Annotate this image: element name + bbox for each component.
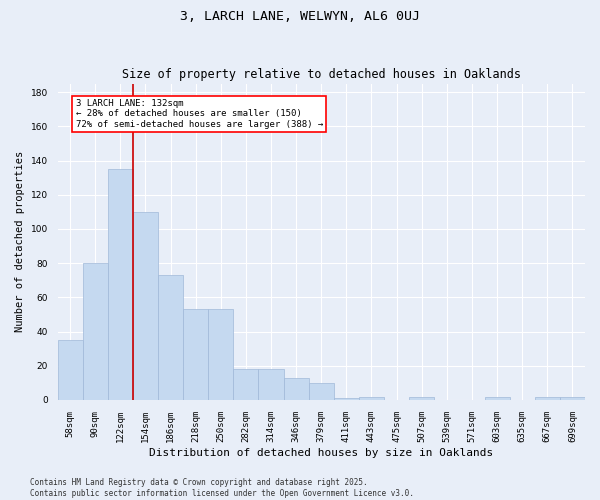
Text: 3, LARCH LANE, WELWYN, AL6 0UJ: 3, LARCH LANE, WELWYN, AL6 0UJ: [180, 10, 420, 23]
Bar: [284, 378, 309, 400]
Bar: [359, 396, 384, 400]
Bar: [409, 396, 434, 400]
Bar: [233, 369, 259, 400]
Bar: [108, 169, 133, 400]
Bar: [208, 310, 233, 400]
Bar: [535, 396, 560, 400]
Text: Contains HM Land Registry data © Crown copyright and database right 2025.
Contai: Contains HM Land Registry data © Crown c…: [30, 478, 414, 498]
Bar: [133, 212, 158, 400]
Bar: [309, 383, 334, 400]
X-axis label: Distribution of detached houses by size in Oaklands: Distribution of detached houses by size …: [149, 448, 493, 458]
Bar: [259, 369, 284, 400]
Bar: [560, 396, 585, 400]
Text: 3 LARCH LANE: 132sqm
← 28% of detached houses are smaller (150)
72% of semi-deta: 3 LARCH LANE: 132sqm ← 28% of detached h…: [76, 99, 323, 128]
Bar: [158, 275, 183, 400]
Bar: [58, 340, 83, 400]
Title: Size of property relative to detached houses in Oaklands: Size of property relative to detached ho…: [122, 68, 521, 81]
Bar: [334, 398, 359, 400]
Bar: [83, 263, 108, 400]
Y-axis label: Number of detached properties: Number of detached properties: [15, 151, 25, 332]
Bar: [183, 310, 208, 400]
Bar: [485, 396, 509, 400]
